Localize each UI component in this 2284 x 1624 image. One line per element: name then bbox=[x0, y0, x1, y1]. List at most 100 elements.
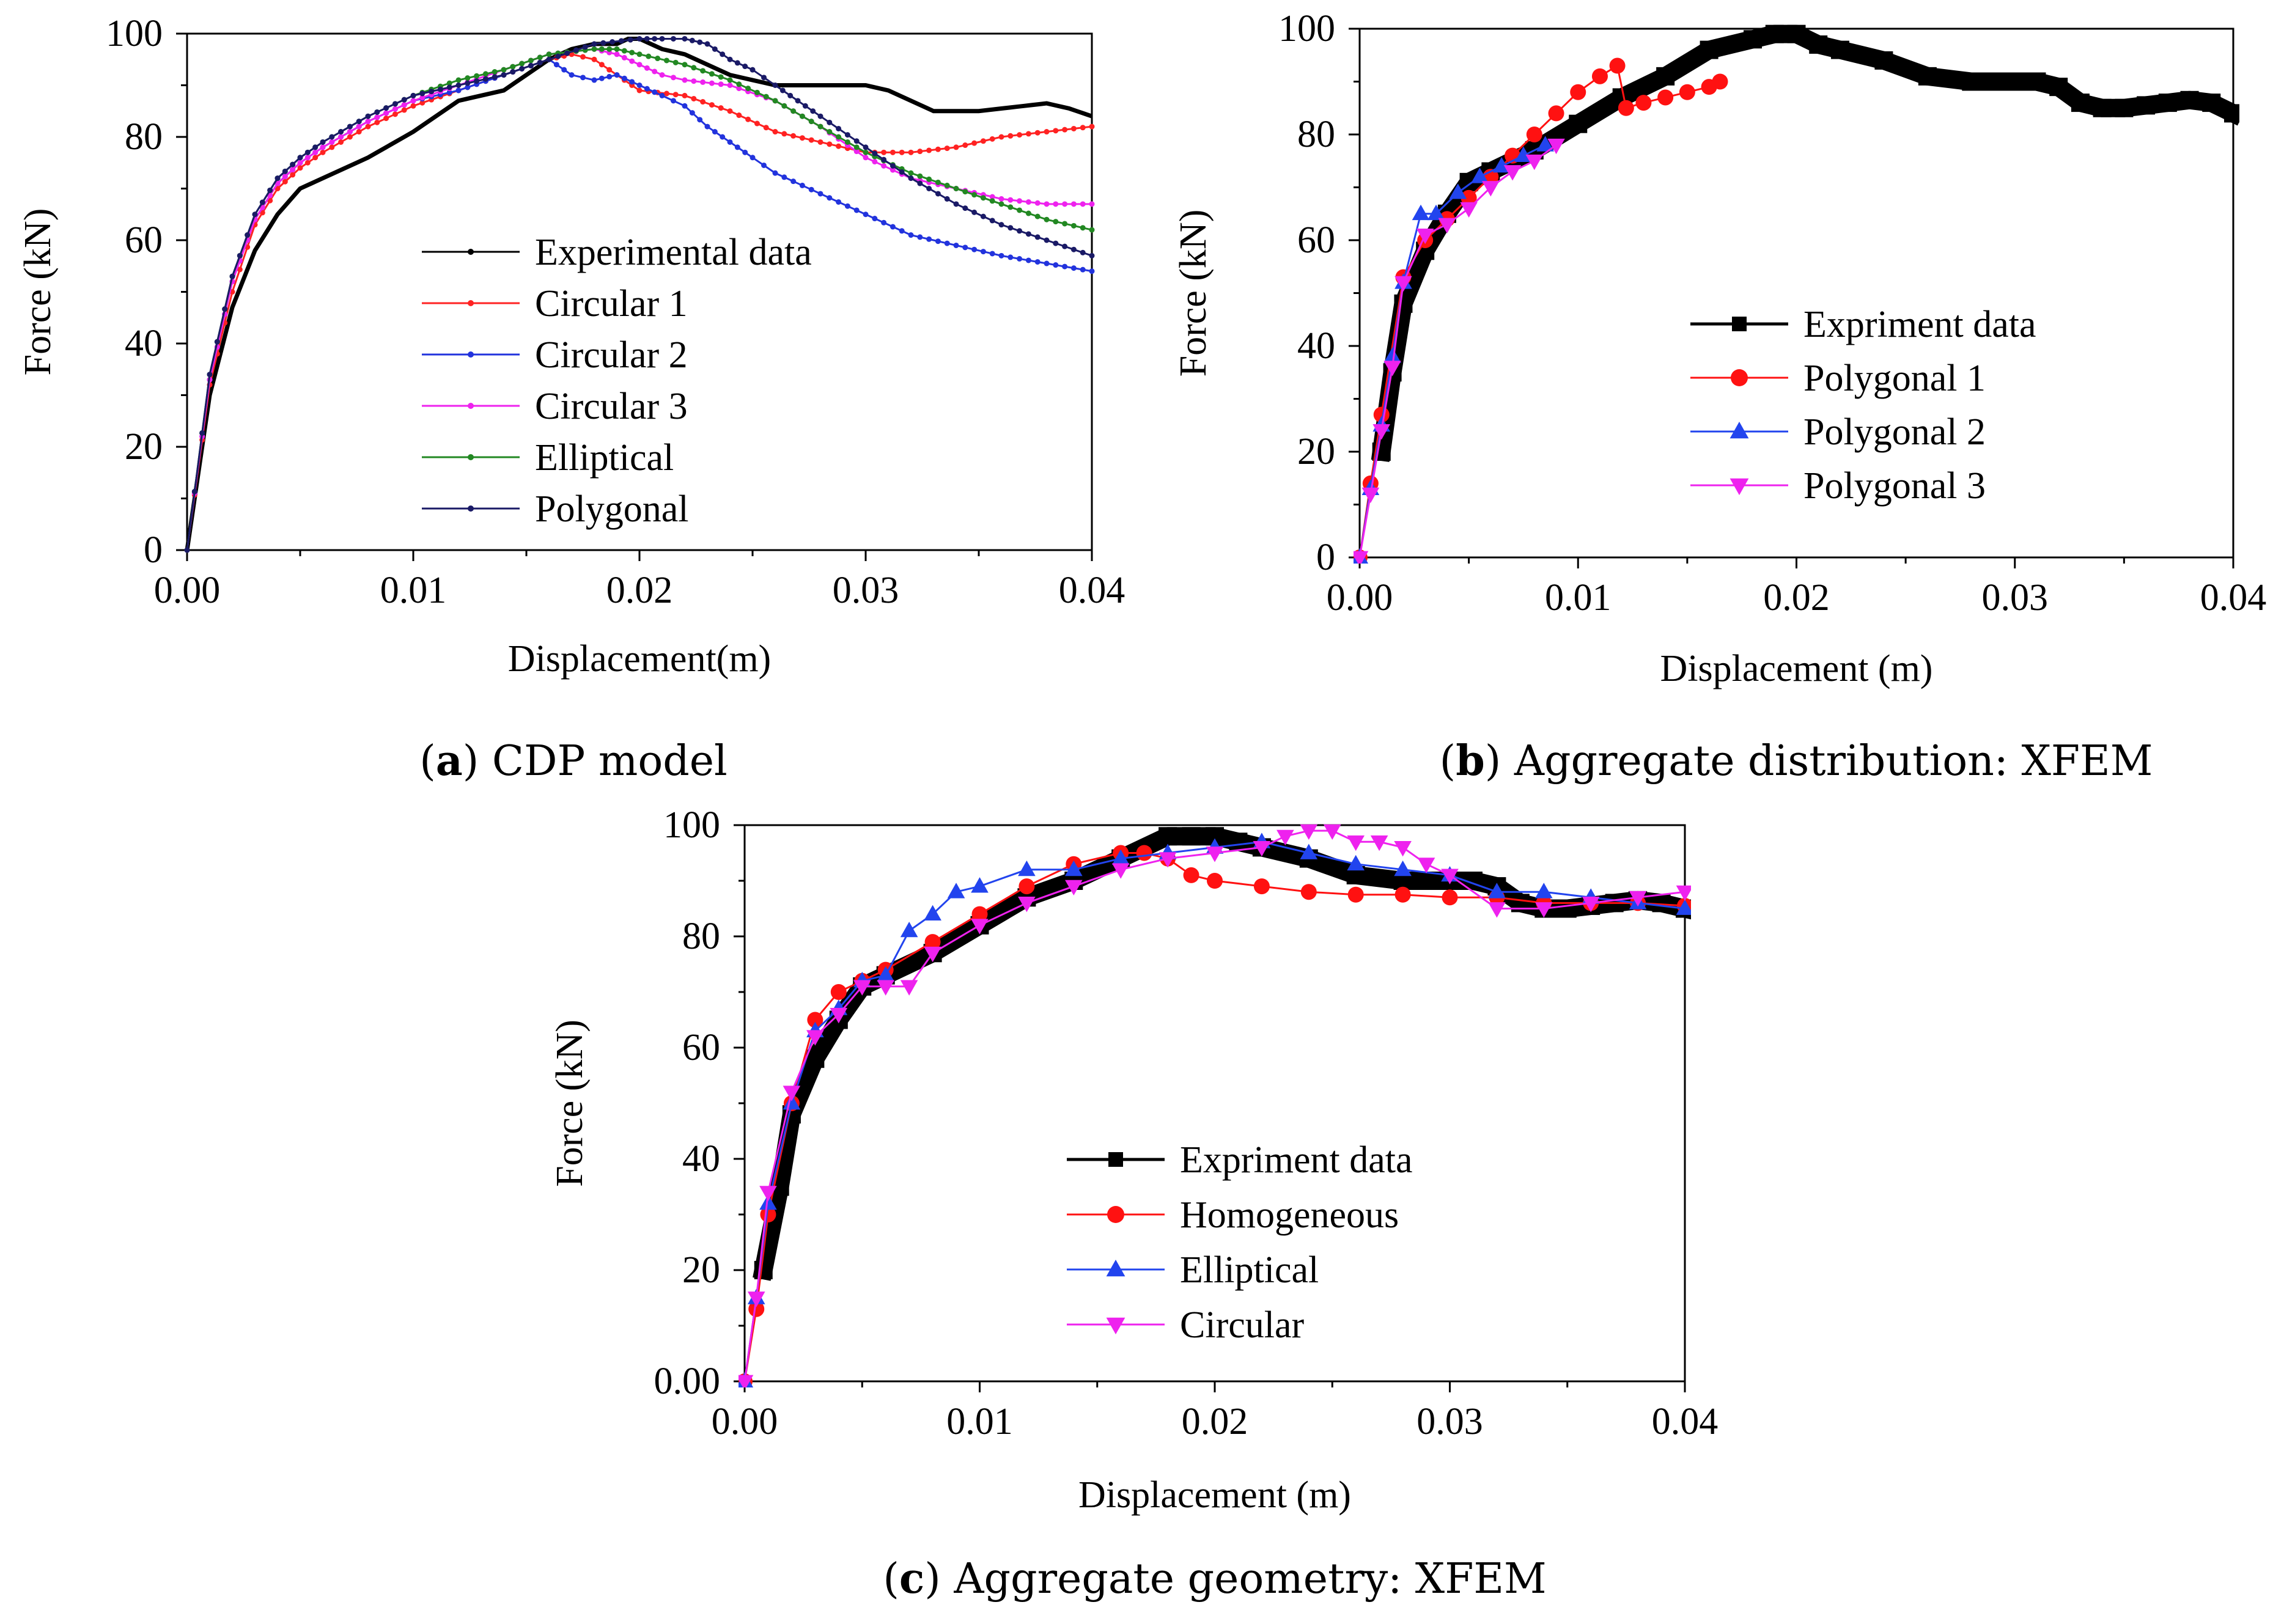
data-point bbox=[320, 144, 326, 150]
data-point bbox=[1053, 201, 1059, 207]
data-point bbox=[980, 195, 986, 201]
data-point bbox=[1034, 130, 1041, 136]
data-point bbox=[682, 103, 688, 109]
data-point bbox=[229, 273, 235, 279]
data-point bbox=[853, 149, 860, 155]
data-point bbox=[1652, 894, 1671, 913]
data-point bbox=[474, 78, 480, 84]
data-point bbox=[971, 877, 989, 893]
data-point bbox=[953, 201, 959, 207]
data-point bbox=[863, 155, 869, 161]
data-point bbox=[537, 54, 543, 61]
data-point bbox=[682, 92, 688, 98]
data-point bbox=[1065, 880, 1083, 896]
data-point bbox=[1471, 167, 1489, 183]
data-point bbox=[1347, 854, 1365, 871]
legend-label: Circular 3 bbox=[535, 386, 688, 427]
data-point bbox=[652, 68, 658, 75]
data-point bbox=[1656, 67, 1675, 86]
data-point bbox=[908, 170, 914, 176]
series-circular bbox=[739, 824, 1691, 1387]
data-point bbox=[844, 132, 850, 138]
data-point bbox=[1442, 889, 1458, 906]
data-point bbox=[799, 182, 805, 188]
data-point bbox=[338, 134, 344, 140]
data-point bbox=[1080, 225, 1086, 231]
data-point bbox=[827, 141, 833, 147]
data-point bbox=[600, 40, 606, 46]
series-polygonal bbox=[184, 35, 1095, 553]
data-point bbox=[245, 232, 251, 238]
data-point bbox=[528, 62, 534, 68]
data-point bbox=[700, 79, 706, 85]
data-point bbox=[998, 201, 1004, 207]
data-point bbox=[614, 51, 620, 57]
data-point bbox=[606, 73, 613, 79]
panel-caption: (c) Aggregate geometry: XFEM bbox=[883, 1554, 1546, 1603]
x-axis-label: Displacement (m) bbox=[1078, 1474, 1351, 1516]
data-point bbox=[926, 186, 932, 191]
data-point bbox=[297, 160, 303, 166]
data-point bbox=[908, 149, 914, 155]
data-point bbox=[1591, 68, 1608, 84]
data-point bbox=[971, 140, 978, 146]
data-point bbox=[989, 218, 995, 224]
data-point bbox=[1461, 189, 1477, 206]
data-point bbox=[924, 946, 941, 963]
data-point bbox=[727, 139, 733, 145]
data-point bbox=[830, 984, 847, 1000]
data-point bbox=[465, 75, 471, 81]
data-point bbox=[1089, 268, 1095, 274]
data-point bbox=[689, 37, 695, 43]
data-point bbox=[908, 175, 914, 182]
data-point bbox=[817, 123, 823, 130]
data-point bbox=[742, 149, 748, 155]
legend: Expriment data Polygonal 1 Polygonal 2 Poly… bbox=[1690, 304, 2036, 507]
data-point bbox=[1712, 73, 1728, 90]
data-point bbox=[989, 198, 995, 204]
legend-label: Circular 1 bbox=[535, 283, 688, 325]
data-point bbox=[935, 191, 941, 197]
data-point bbox=[510, 64, 516, 70]
legend-label: Circular bbox=[1180, 1304, 1304, 1346]
data-point bbox=[1019, 878, 1035, 895]
data-point bbox=[1070, 265, 1077, 271]
data-point bbox=[1629, 891, 1647, 907]
data-point bbox=[853, 138, 860, 144]
x-tick-label: 0.04 bbox=[2200, 577, 2267, 619]
chart-panel-b: 0.00 0.01 0.02 0.03 0.04 0 20 40 60 80 100 Displace… bbox=[1173, 8, 2266, 785]
series-polygonal-3 bbox=[1354, 138, 1565, 564]
series-line bbox=[186, 37, 1092, 551]
data-point bbox=[312, 155, 319, 161]
legend-label: Polygonal 1 bbox=[1803, 358, 1986, 399]
data-point bbox=[1582, 897, 1600, 913]
caption-letter: b bbox=[1456, 737, 1485, 785]
data-point bbox=[900, 921, 918, 938]
data-point bbox=[881, 149, 887, 155]
data-point bbox=[1347, 886, 1364, 903]
data-point bbox=[429, 89, 435, 95]
legend-item: Polygonal 1 bbox=[1690, 358, 1986, 399]
data-point bbox=[652, 35, 658, 42]
data-point bbox=[1053, 262, 1059, 268]
data-point bbox=[374, 119, 380, 125]
data-point bbox=[1744, 30, 1763, 49]
data-point bbox=[691, 95, 697, 101]
data-point bbox=[1017, 132, 1023, 138]
data-point bbox=[1008, 204, 1014, 210]
legend-item: Polygonal 3 bbox=[1690, 465, 1986, 507]
data-point bbox=[1018, 897, 1036, 913]
data-point bbox=[890, 167, 896, 173]
data-point bbox=[347, 123, 353, 130]
data-point bbox=[252, 211, 258, 218]
data-point bbox=[709, 71, 715, 77]
data-point bbox=[1070, 125, 1077, 131]
data-point bbox=[1609, 57, 1626, 74]
data-point bbox=[1062, 127, 1068, 133]
data-point bbox=[989, 251, 995, 257]
data-point bbox=[1547, 138, 1565, 155]
legend-label: Expriment data bbox=[1803, 304, 2036, 345]
data-point bbox=[1159, 852, 1177, 868]
data-point bbox=[926, 236, 932, 242]
